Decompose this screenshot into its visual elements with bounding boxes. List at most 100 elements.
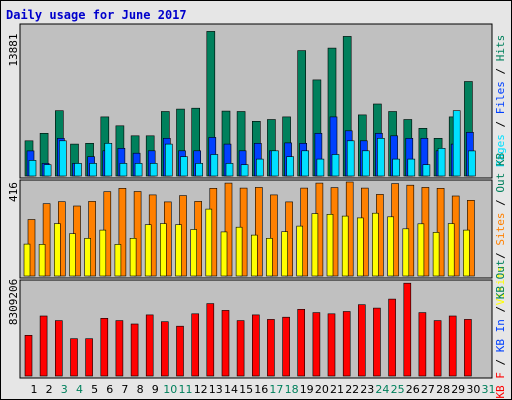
bar-kb-f-day-12 <box>191 313 199 377</box>
bar-sites-day-2 <box>42 203 51 277</box>
bar-visits-day-10 <box>160 223 167 277</box>
bar-pages-day-23 <box>361 150 370 177</box>
legend-hits: Pages / Files / Hits <box>494 35 507 168</box>
day-label-14: 14 <box>224 383 238 396</box>
panel-hits: 13881 Pages / Files / Hits <box>7 23 507 179</box>
bar-kb-f-day-11 <box>176 325 184 377</box>
day-label-8: 8 <box>137 383 144 396</box>
bar-visits-day-14 <box>220 231 228 277</box>
bar-visits-day-5 <box>84 238 91 277</box>
bar-sites-day-8 <box>133 191 142 277</box>
day-label-17: 17 <box>269 383 283 396</box>
bar-visits-day-15 <box>235 226 243 277</box>
day-label-2: 2 <box>46 383 53 396</box>
day-label-25: 25 <box>391 383 405 396</box>
bar-pages-day-20 <box>316 158 325 177</box>
bar-sites-day-7 <box>118 188 127 277</box>
day-label-27: 27 <box>421 383 435 396</box>
bar-visits-day-6 <box>99 229 107 277</box>
bar-visits-day-25 <box>387 216 394 277</box>
day-label-5: 5 <box>91 383 98 396</box>
bar-kb-f-day-27 <box>418 312 427 377</box>
bar-kb-f-day-8 <box>130 323 139 377</box>
ymax-label-visits: 416 <box>7 182 20 202</box>
bar-visits-day-13 <box>205 208 213 277</box>
bar-visits-day-26 <box>402 228 410 277</box>
bar-pages-day-10 <box>165 143 173 177</box>
day-label-10: 10 <box>163 383 177 396</box>
bar-visits-day-24 <box>372 212 379 277</box>
bar-kb-f-day-21 <box>327 313 336 377</box>
bar-kb-f-day-24 <box>373 307 381 377</box>
bar-kb-f-day-2 <box>39 315 48 377</box>
bar-kb-f-day-5 <box>85 338 93 377</box>
day-label-19: 19 <box>300 383 314 396</box>
bar-kb-f-day-4 <box>70 338 78 377</box>
day-label-4: 4 <box>76 383 83 396</box>
bar-pages-day-11 <box>180 156 188 177</box>
day-label-13: 13 <box>209 383 223 396</box>
bar-pages-day-27 <box>422 164 431 177</box>
bar-kb-f-day-19 <box>297 308 306 377</box>
bar-pages-day-1 <box>28 160 37 177</box>
day-label-6: 6 <box>106 383 113 396</box>
bar-kb-f-day-29 <box>448 315 457 377</box>
bar-visits-day-27 <box>417 223 425 277</box>
day-label-28: 28 <box>436 383 450 396</box>
day-label-24: 24 <box>375 383 389 396</box>
bar-pages-day-24 <box>377 138 385 177</box>
bar-visits-day-18 <box>281 231 288 277</box>
day-label-21: 21 <box>330 383 344 396</box>
bar-visits-day-20 <box>311 213 319 277</box>
bar-visits-day-11 <box>175 224 182 277</box>
bar-visits-day-29 <box>447 223 455 277</box>
legend-kbytes: KB F / KB In / KB Out <box>494 259 507 398</box>
day-label-12: 12 <box>194 383 208 396</box>
bar-kb-f-day-15 <box>236 320 245 377</box>
bar-kb-f-day-16 <box>252 314 260 377</box>
x-axis-days: 1 2 3 4 5 6 7 8 9 10 11 12 13 14 15 16 17 18 19 20 21 22 23 24 2… <box>31 383 496 396</box>
bar-pages-day-3 <box>58 140 67 177</box>
bar-visits-day-17 <box>266 238 273 277</box>
bar-kb-f-day-22 <box>342 311 351 377</box>
bar-kb-f-day-17 <box>267 319 275 377</box>
day-label-23: 23 <box>360 383 374 396</box>
day-label-18: 18 <box>285 383 299 396</box>
bar-pages-day-4 <box>74 163 82 177</box>
day-label-7: 7 <box>121 383 128 396</box>
day-label-22: 22 <box>345 383 359 396</box>
bar-visits-day-21 <box>326 214 334 277</box>
bar-pages-day-29 <box>452 110 461 177</box>
bar-visits-day-2 <box>38 244 46 277</box>
bar-kb-f-day-7 <box>115 320 124 377</box>
bar-pages-day-7 <box>119 163 128 177</box>
bar-kb-f-day-9 <box>145 314 154 377</box>
day-label-26: 26 <box>406 383 420 396</box>
day-label-9: 9 <box>152 383 159 396</box>
bar-visits-day-12 <box>190 229 197 277</box>
bar-pages-day-25 <box>392 158 400 177</box>
bar-visits-day-22 <box>341 215 349 277</box>
panel-kbytes: 8309206 KB F / KB In / KB Out <box>7 259 507 398</box>
bar-pages-day-14 <box>225 163 234 177</box>
bar-kb-f-day-1 <box>24 334 33 377</box>
bar-pages-day-8 <box>134 163 143 177</box>
bar-kb-f-day-25 <box>388 298 396 377</box>
bar-sites-day-16 <box>255 187 263 277</box>
bar-pages-day-28 <box>437 148 446 177</box>
day-label-31: 31 <box>482 383 496 396</box>
bar-pages-day-6 <box>104 143 113 177</box>
bar-sites-day-17 <box>270 194 278 277</box>
ymax-label-kbytes: 8309206 <box>7 279 20 325</box>
chart-title: Daily usage for June 2017 <box>6 8 187 22</box>
day-label-30: 30 <box>466 383 480 396</box>
bar-visits-day-8 <box>129 238 137 277</box>
bar-pages-day-18 <box>286 156 294 177</box>
bar-visits-day-3 <box>53 223 61 277</box>
panel-visits: 416 Visits / Sites / Out KB <box>7 152 507 305</box>
bar-pages-day-2 <box>43 164 52 177</box>
bar-visits-day-28 <box>432 232 440 277</box>
bar-pages-day-19 <box>301 150 310 177</box>
bar-kb-f-day-14 <box>221 310 230 377</box>
